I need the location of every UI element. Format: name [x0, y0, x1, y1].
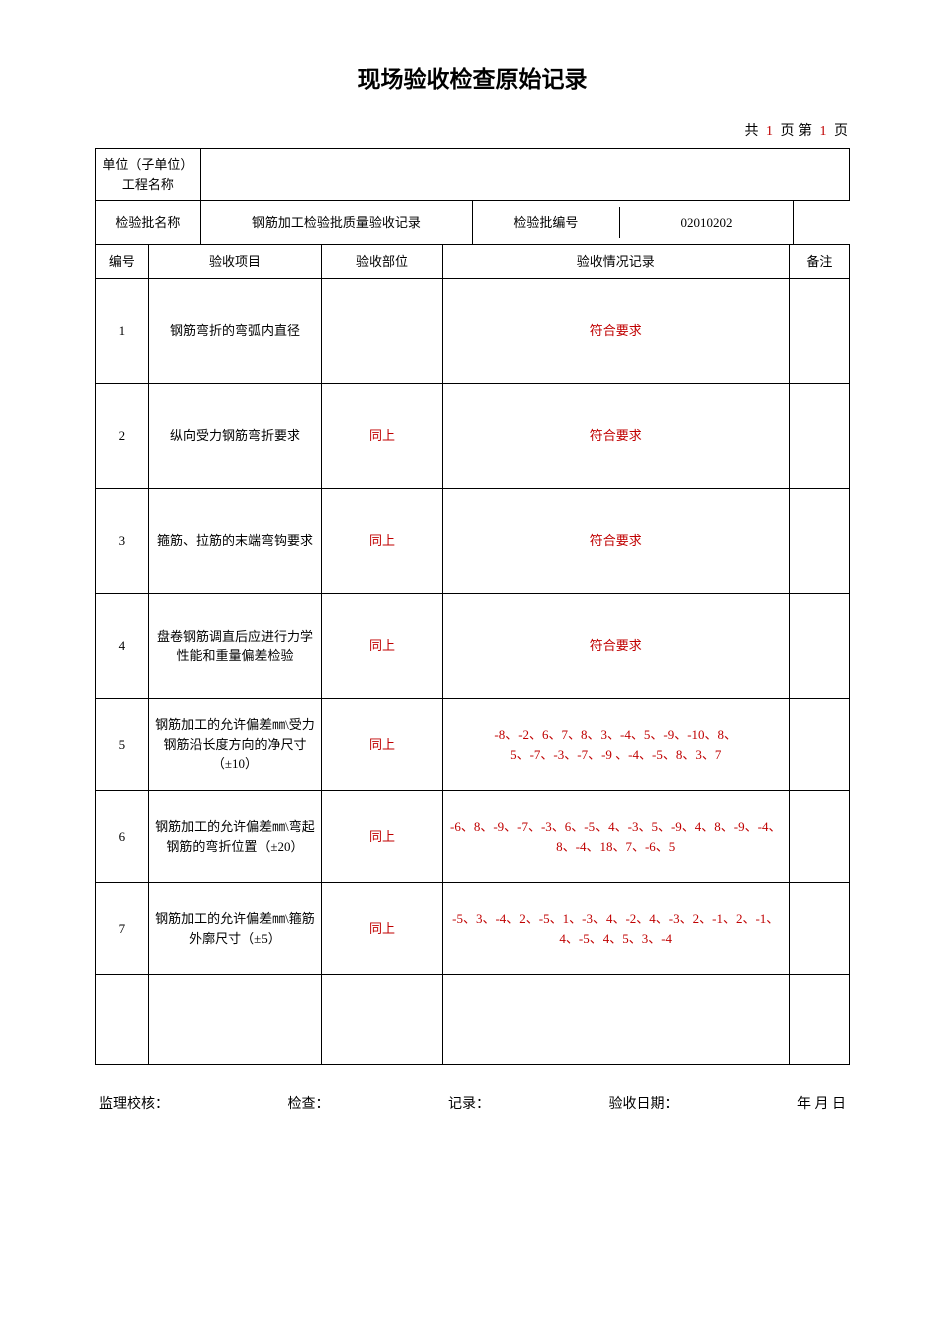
row-position: 同上 — [322, 384, 443, 489]
table-row: 5 钢筋加工的允许偏差㎜\受力钢筋沿长度方向的净尺寸（±10） 同上 -8、-2… — [96, 699, 850, 791]
row-no: 2 — [96, 384, 149, 489]
header-row-batch: 检验批名称 钢筋加工检验批质量验收记录 检验批编号 02010202 — [96, 201, 850, 245]
row-no: 4 — [96, 594, 149, 699]
row-position: 同上 — [322, 594, 443, 699]
row-note — [789, 791, 849, 883]
footer: 监理校核： 检查： 记录： 验收日期： 年 月 日 — [95, 1093, 850, 1113]
page-prefix: 共 — [745, 124, 759, 139]
row-position: 同上 — [322, 699, 443, 791]
page-mid: 页 第 — [781, 124, 813, 139]
row-item — [148, 975, 321, 1065]
table-row: 6 钢筋加工的允许偏差㎜\弯起钢筋的弯折位置（±20） 同上 -6、8、-9、-… — [96, 791, 850, 883]
inspection-table: 单位（子单位）工程名称 检验批名称 钢筋加工检验批质量验收记录 检验批编号 02… — [95, 148, 850, 245]
col-record: 验收情况记录 — [442, 245, 789, 279]
row-item: 钢筋加工的允许偏差㎜\弯起钢筋的弯折位置（±20） — [148, 791, 321, 883]
row-no: 5 — [96, 699, 149, 791]
row-item: 钢筋弯折的弯弧内直径 — [148, 279, 321, 384]
footer-record: 记录： — [448, 1093, 490, 1113]
row-note — [789, 975, 849, 1065]
row-record: 符合要求 — [442, 384, 789, 489]
footer-check: 检查： — [288, 1093, 330, 1113]
col-note: 备注 — [789, 245, 849, 279]
page-current: 1 — [820, 124, 827, 139]
footer-supervise: 监理校核： — [99, 1093, 169, 1113]
row-record: -8、-2、6、7、8、3、-4、5、-9、-10、8、5、-7、-3、-7、-… — [442, 699, 789, 791]
row-no — [96, 975, 149, 1065]
batch-name-label: 检验批名称 — [96, 201, 201, 245]
row-item: 钢筋加工的允许偏差㎜\箍筋外廓尺寸（±5） — [148, 883, 321, 975]
row-item: 纵向受力钢筋弯折要求 — [148, 384, 321, 489]
batch-no-label-cell: 检验批编号 02010202 — [472, 201, 793, 245]
page-counter: 共 1 页 第 1 页 — [95, 120, 850, 140]
row-record: -6、8、-9、-7、-3、6、-5、4、-3、5、-9、4、8、-9、-4、8… — [442, 791, 789, 883]
table-row: 7 钢筋加工的允许偏差㎜\箍筋外廓尺寸（±5） 同上 -5、3、-4、2、-5、… — [96, 883, 850, 975]
row-note — [789, 883, 849, 975]
batch-no-label: 检验批编号 — [473, 207, 620, 239]
row-item: 箍筋、拉筋的末端弯钩要求 — [148, 489, 321, 594]
row-record — [442, 975, 789, 1065]
page-total: 1 — [766, 124, 773, 139]
row-position — [322, 975, 443, 1065]
row-note — [789, 279, 849, 384]
row-note — [789, 489, 849, 594]
batch-name-value: 钢筋加工检验批质量验收记录 — [200, 201, 472, 245]
row-position: 同上 — [322, 883, 443, 975]
table-row: 1 钢筋弯折的弯弧内直径 符合要求 — [96, 279, 850, 384]
row-record: 符合要求 — [442, 489, 789, 594]
row-no: 1 — [96, 279, 149, 384]
row-record: 符合要求 — [442, 594, 789, 699]
row-item: 盘卷钢筋调直后应进行力学性能和重量偏差检验 — [148, 594, 321, 699]
table-row: 2 纵向受力钢筋弯折要求 同上 符合要求 — [96, 384, 850, 489]
row-position — [322, 279, 443, 384]
row-no: 6 — [96, 791, 149, 883]
inspection-data-table: 编号 验收项目 验收部位 验收情况记录 备注 1 钢筋弯折的弯弧内直径 符合要求… — [95, 244, 850, 1065]
row-item: 钢筋加工的允许偏差㎜\受力钢筋沿长度方向的净尺寸（±10） — [148, 699, 321, 791]
col-item: 验收项目 — [148, 245, 321, 279]
row-no: 7 — [96, 883, 149, 975]
col-position: 验收部位 — [322, 245, 443, 279]
unit-value — [200, 149, 849, 201]
row-record: -5、3、-4、2、-5、1、-3、4、-2、4、-3、2、-1、2、-1、4、… — [442, 883, 789, 975]
col-no: 编号 — [96, 245, 149, 279]
row-note — [789, 594, 849, 699]
page-title: 现场验收检查原始记录 — [95, 60, 850, 94]
table-row-empty — [96, 975, 850, 1065]
footer-date-label: 验收日期： — [609, 1093, 679, 1113]
row-note — [789, 384, 849, 489]
batch-no-value: 02010202 — [620, 207, 793, 239]
row-position: 同上 — [322, 791, 443, 883]
footer-date-value: 年 月 日 — [797, 1093, 846, 1113]
table-row: 3 箍筋、拉筋的末端弯钩要求 同上 符合要求 — [96, 489, 850, 594]
row-record: 符合要求 — [442, 279, 789, 384]
table-row: 4 盘卷钢筋调直后应进行力学性能和重量偏差检验 同上 符合要求 — [96, 594, 850, 699]
row-position: 同上 — [322, 489, 443, 594]
unit-label: 单位（子单位）工程名称 — [96, 149, 201, 201]
row-no: 3 — [96, 489, 149, 594]
column-header-row: 编号 验收项目 验收部位 验收情况记录 备注 — [96, 245, 850, 279]
page-suffix: 页 — [834, 124, 848, 139]
row-note — [789, 699, 849, 791]
header-row-unit: 单位（子单位）工程名称 — [96, 149, 850, 201]
